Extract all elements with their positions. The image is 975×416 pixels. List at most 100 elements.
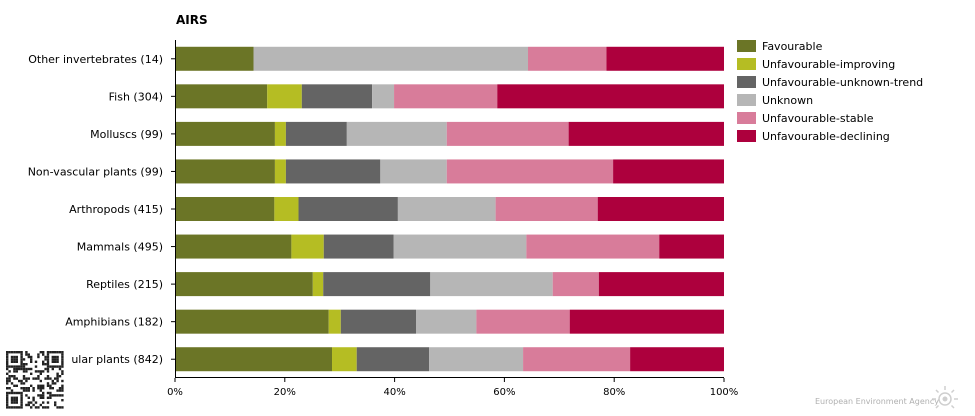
qr-module <box>22 367 26 371</box>
qr-module <box>18 365 21 368</box>
qr-module <box>51 360 54 363</box>
qr-module <box>49 391 52 395</box>
qr-module <box>61 399 64 402</box>
category-label: Other invertebrates (14) <box>28 53 163 66</box>
qr-module <box>61 372 64 375</box>
qr-module <box>18 379 21 383</box>
qr-module <box>61 353 64 356</box>
qr-module <box>37 377 40 380</box>
qr-module <box>10 351 14 354</box>
qr-module <box>27 396 30 399</box>
qr-module <box>8 375 11 378</box>
qr-module <box>46 355 50 359</box>
qr-module <box>20 363 23 366</box>
bar-unfavourable-improving-6 <box>312 272 324 297</box>
bar-unfavourable-unknown-trend-1 <box>301 84 373 109</box>
qr-module <box>25 379 28 383</box>
qr-code-icon <box>6 351 64 409</box>
bar-favourable-6 <box>175 272 313 297</box>
qr-module <box>46 351 50 354</box>
qr-module <box>20 401 23 404</box>
bar-favourable-1 <box>175 84 268 109</box>
qr-module <box>46 384 50 387</box>
qr-module <box>15 360 18 363</box>
qr-module <box>20 367 23 371</box>
category-label: Non-vascular plants (99) <box>28 165 163 178</box>
qr-module <box>13 351 16 354</box>
qr-module <box>51 358 54 361</box>
legend-label: Unfavourable-declining <box>762 130 890 143</box>
qr-module <box>20 358 23 361</box>
qr-module <box>13 384 16 387</box>
qr-module <box>13 370 16 373</box>
qr-module <box>49 394 52 397</box>
qr-module <box>20 387 23 390</box>
qr-module <box>25 353 28 356</box>
bar-unfavourable-stable-6 <box>552 272 599 297</box>
qr-module <box>10 401 14 404</box>
qr-module <box>20 360 23 363</box>
qr-module <box>51 379 54 383</box>
qr-module <box>15 365 18 368</box>
qr-module <box>8 406 11 409</box>
qr-module <box>46 360 50 363</box>
qr-module <box>54 355 57 359</box>
qr-module <box>46 375 50 378</box>
bar-unfavourable-improving-5 <box>291 234 324 259</box>
bar-unfavourable-stable-1 <box>394 84 498 109</box>
qr-module <box>46 406 50 409</box>
bar-unfavourable-stable-3 <box>446 159 614 184</box>
qr-module <box>6 355 9 359</box>
qr-module <box>18 351 21 354</box>
qr-module <box>49 387 52 390</box>
eea-logo-icon <box>932 386 958 409</box>
qr-module <box>15 351 18 354</box>
qr-module <box>61 406 64 409</box>
qr-module <box>32 399 35 402</box>
qr-module <box>20 391 23 395</box>
qr-module <box>13 401 16 404</box>
qr-module <box>8 391 11 395</box>
bar-unknown-8 <box>429 347 524 372</box>
bar-unfavourable-stable-0 <box>528 46 607 71</box>
bar-unknown-7 <box>416 309 477 334</box>
qr-module <box>6 394 9 397</box>
qr-module <box>39 396 42 399</box>
qr-module <box>54 358 57 361</box>
qr-module <box>6 360 9 363</box>
qr-module <box>51 355 54 359</box>
qr-module <box>51 367 54 371</box>
qr-module <box>32 389 35 392</box>
qr-module <box>30 372 33 375</box>
qr-module <box>13 396 16 399</box>
qr-module <box>61 379 64 383</box>
legend-label: Unknown <box>762 94 813 107</box>
qr-module <box>13 377 16 380</box>
qr-module <box>58 387 62 390</box>
qr-module <box>58 351 62 354</box>
bar-unfavourable-stable-7 <box>476 309 570 334</box>
qr-module <box>20 355 23 359</box>
qr-module <box>44 355 47 359</box>
bar-unfavourable-declining-5 <box>659 234 724 259</box>
qr-module <box>6 396 9 399</box>
bar-unfavourable-unknown-trend-3 <box>285 159 381 184</box>
qr-module <box>15 406 18 409</box>
qr-module <box>20 394 23 397</box>
bar-unfavourable-declining-8 <box>630 347 724 372</box>
qr-module <box>61 384 64 387</box>
bar-unfavourable-unknown-trend-2 <box>285 121 347 146</box>
qr-module <box>27 403 30 407</box>
qr-module <box>34 370 38 373</box>
qr-module <box>10 365 14 368</box>
qr-module <box>15 396 18 399</box>
qr-module <box>8 387 11 390</box>
qr-module <box>6 401 9 404</box>
qr-module <box>34 406 38 409</box>
bar-unfavourable-improving-2 <box>274 121 286 146</box>
qr-module <box>49 351 52 354</box>
qr-module <box>25 370 28 373</box>
qr-module <box>54 403 57 407</box>
qr-module <box>46 401 50 404</box>
qr-module <box>42 387 45 390</box>
